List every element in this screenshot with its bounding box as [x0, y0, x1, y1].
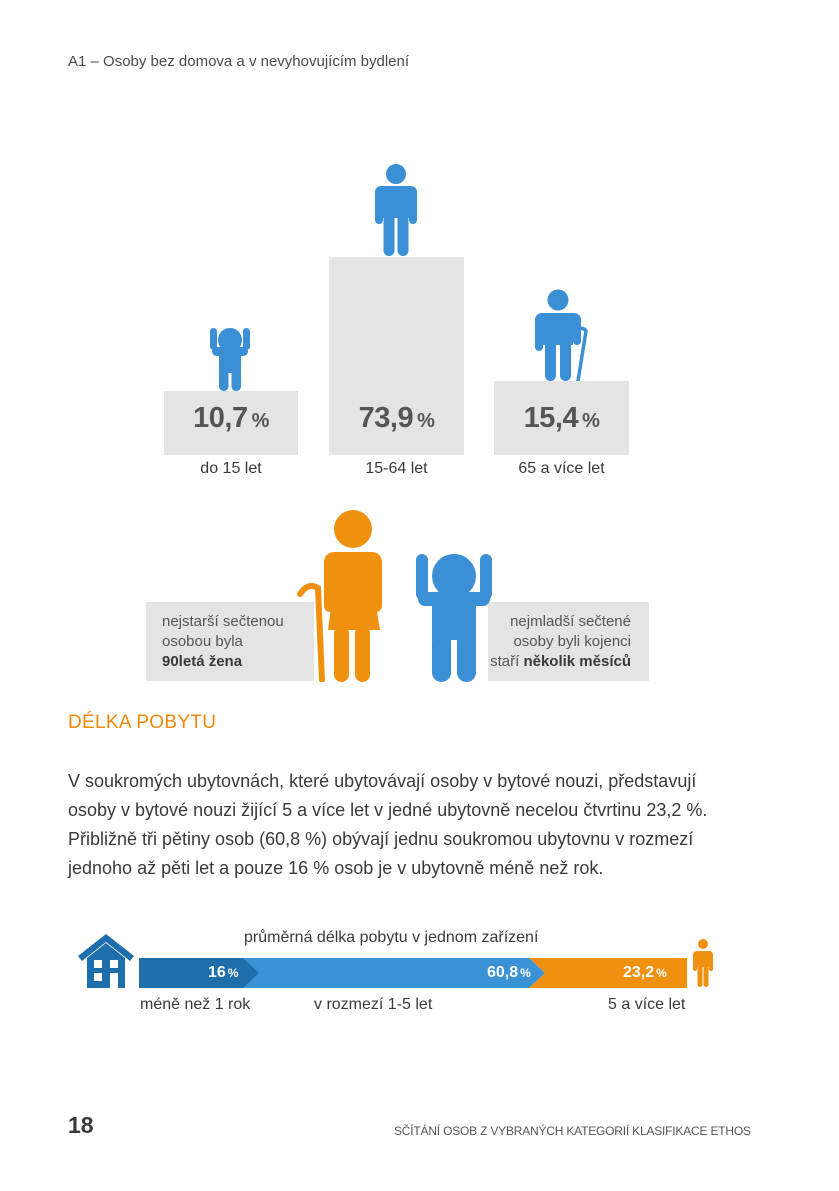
person-icon — [693, 939, 713, 987]
pct-child: 10,7% — [193, 402, 269, 434]
age-label-adult: 15-64 let — [365, 460, 428, 477]
house-icon — [78, 934, 134, 988]
segment-under1 — [139, 958, 259, 988]
seg-label-1-5: 60,8% — [487, 964, 531, 981]
youngest-note-box — [488, 602, 649, 681]
senior-icon — [535, 289, 588, 381]
cat-label-5plus: 5 a více let — [608, 996, 686, 1013]
section-heading: DÉLKA POBYTU — [68, 712, 217, 733]
oldest-note-box — [146, 602, 314, 681]
pct-senior: 15,4% — [523, 402, 600, 434]
segment-5plus — [529, 958, 687, 988]
old-woman-icon — [297, 510, 382, 682]
youngest-note: nejmladší sečtené osoby byli kojenci sta… — [490, 613, 631, 670]
page-number: 18 — [68, 1112, 94, 1138]
stay-bar — [139, 958, 687, 988]
footer-text: SČÍTÁNÍ OSOB Z VYBRANÝCH KATEGORIÍ KLASI… — [394, 1124, 751, 1138]
age-label-senior: 65 a více let — [518, 460, 605, 477]
pct-adult: 73,9% — [358, 402, 435, 434]
bar-caption: průměrná délka pobytu v jednom zařízení — [244, 929, 539, 946]
podium-child — [164, 391, 298, 455]
adult-icon — [375, 164, 417, 256]
section-paragraph: V soukromých ubytovnách, které ubytováva… — [68, 771, 708, 878]
seg-label-5plus: 23,2% — [623, 964, 667, 981]
oldest-note: nejstarší sečtenou osobou byla 90letá že… — [162, 613, 284, 670]
seg-label-under1: 16% — [208, 964, 239, 981]
age-label-child: do 15 let — [200, 460, 262, 477]
child-arms-up-icon — [416, 554, 492, 682]
podium-senior — [494, 381, 629, 455]
header-title: A1 – Osoby bez domova a v nevyhovujícím … — [68, 53, 410, 70]
cat-label-1-5: v rozmezí 1-5 let — [314, 996, 433, 1013]
podium-adult — [329, 257, 464, 455]
child-icon — [210, 328, 250, 391]
cat-label-under1: méně než 1 rok — [140, 996, 251, 1013]
